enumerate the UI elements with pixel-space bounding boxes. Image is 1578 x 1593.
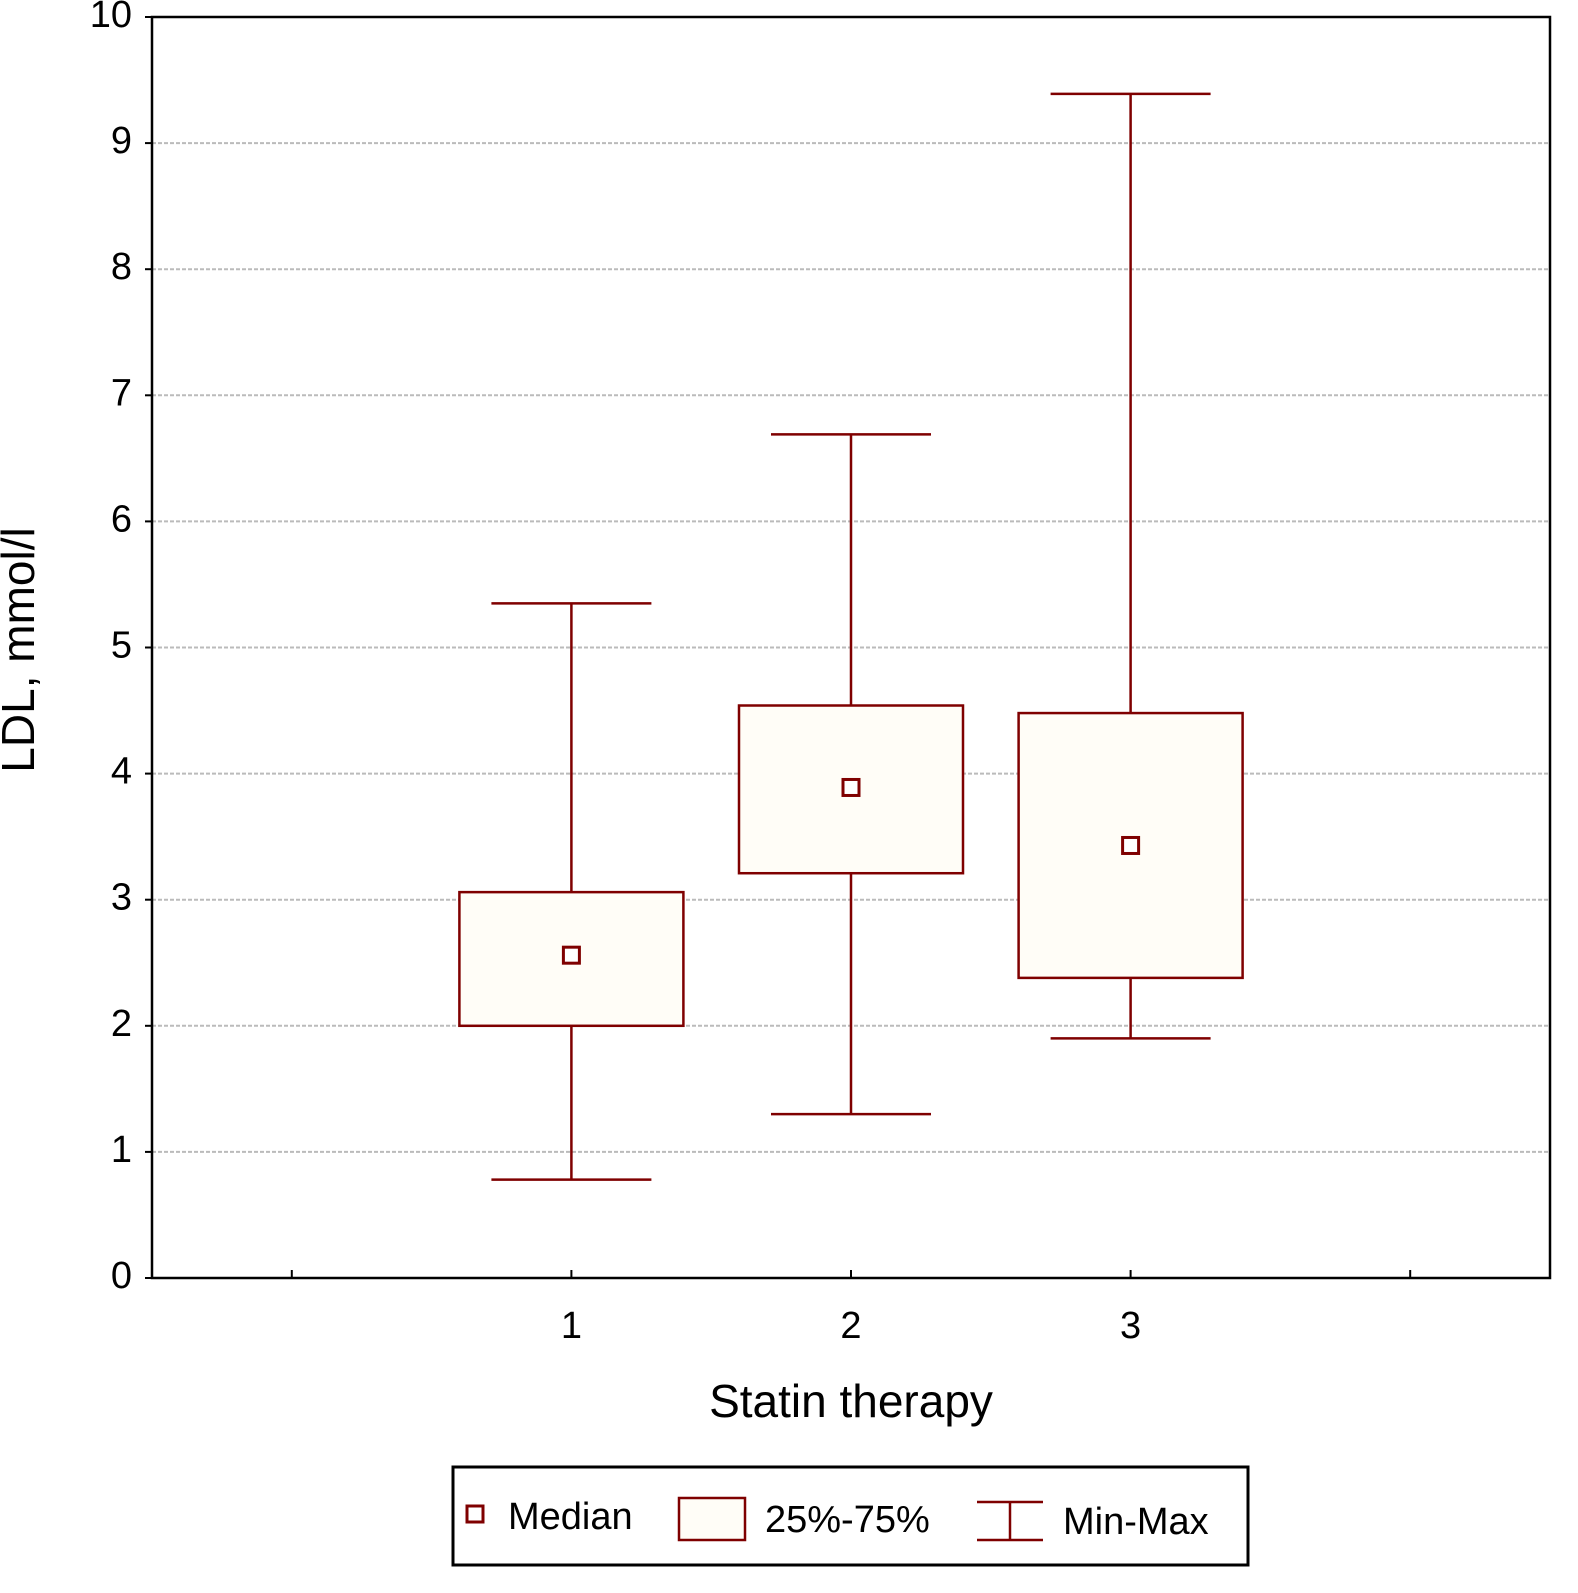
y-tick-label: 6 (111, 498, 132, 540)
y-tick-label: 4 (111, 751, 132, 793)
legend-frame (451, 1465, 1250, 1567)
y-tick-label: 8 (111, 246, 132, 288)
legend-swatch (677, 1496, 747, 1542)
legend-swatch (465, 1504, 485, 1524)
y-tick-label: 5 (111, 625, 132, 667)
y-tick-label: 2 (111, 1003, 132, 1045)
y-axis-label: LDL, mmol/l (0, 527, 44, 772)
legend-label: Min-Max (1063, 1501, 1209, 1543)
legend-label: Median (508, 1496, 633, 1538)
y-tick-label: 1 (111, 1129, 132, 1171)
y-tick-label: 9 (111, 120, 132, 162)
y-tick-label: 7 (111, 372, 132, 414)
median (1121, 835, 1141, 855)
box (458, 890, 685, 1028)
legend-label: 25%-75% (765, 1499, 930, 1541)
x-tick-label: 1 (561, 1305, 582, 1347)
median (561, 945, 581, 965)
y-tick-label: 3 (111, 877, 132, 919)
x-tick-label: 3 (1120, 1305, 1141, 1347)
y-tick-label: 0 (111, 1255, 132, 1297)
y-tick-label: 10 (90, 0, 132, 36)
median (841, 777, 861, 797)
x-tick-label: 2 (840, 1305, 861, 1347)
x-axis-label: Statin therapy (709, 1375, 993, 1427)
